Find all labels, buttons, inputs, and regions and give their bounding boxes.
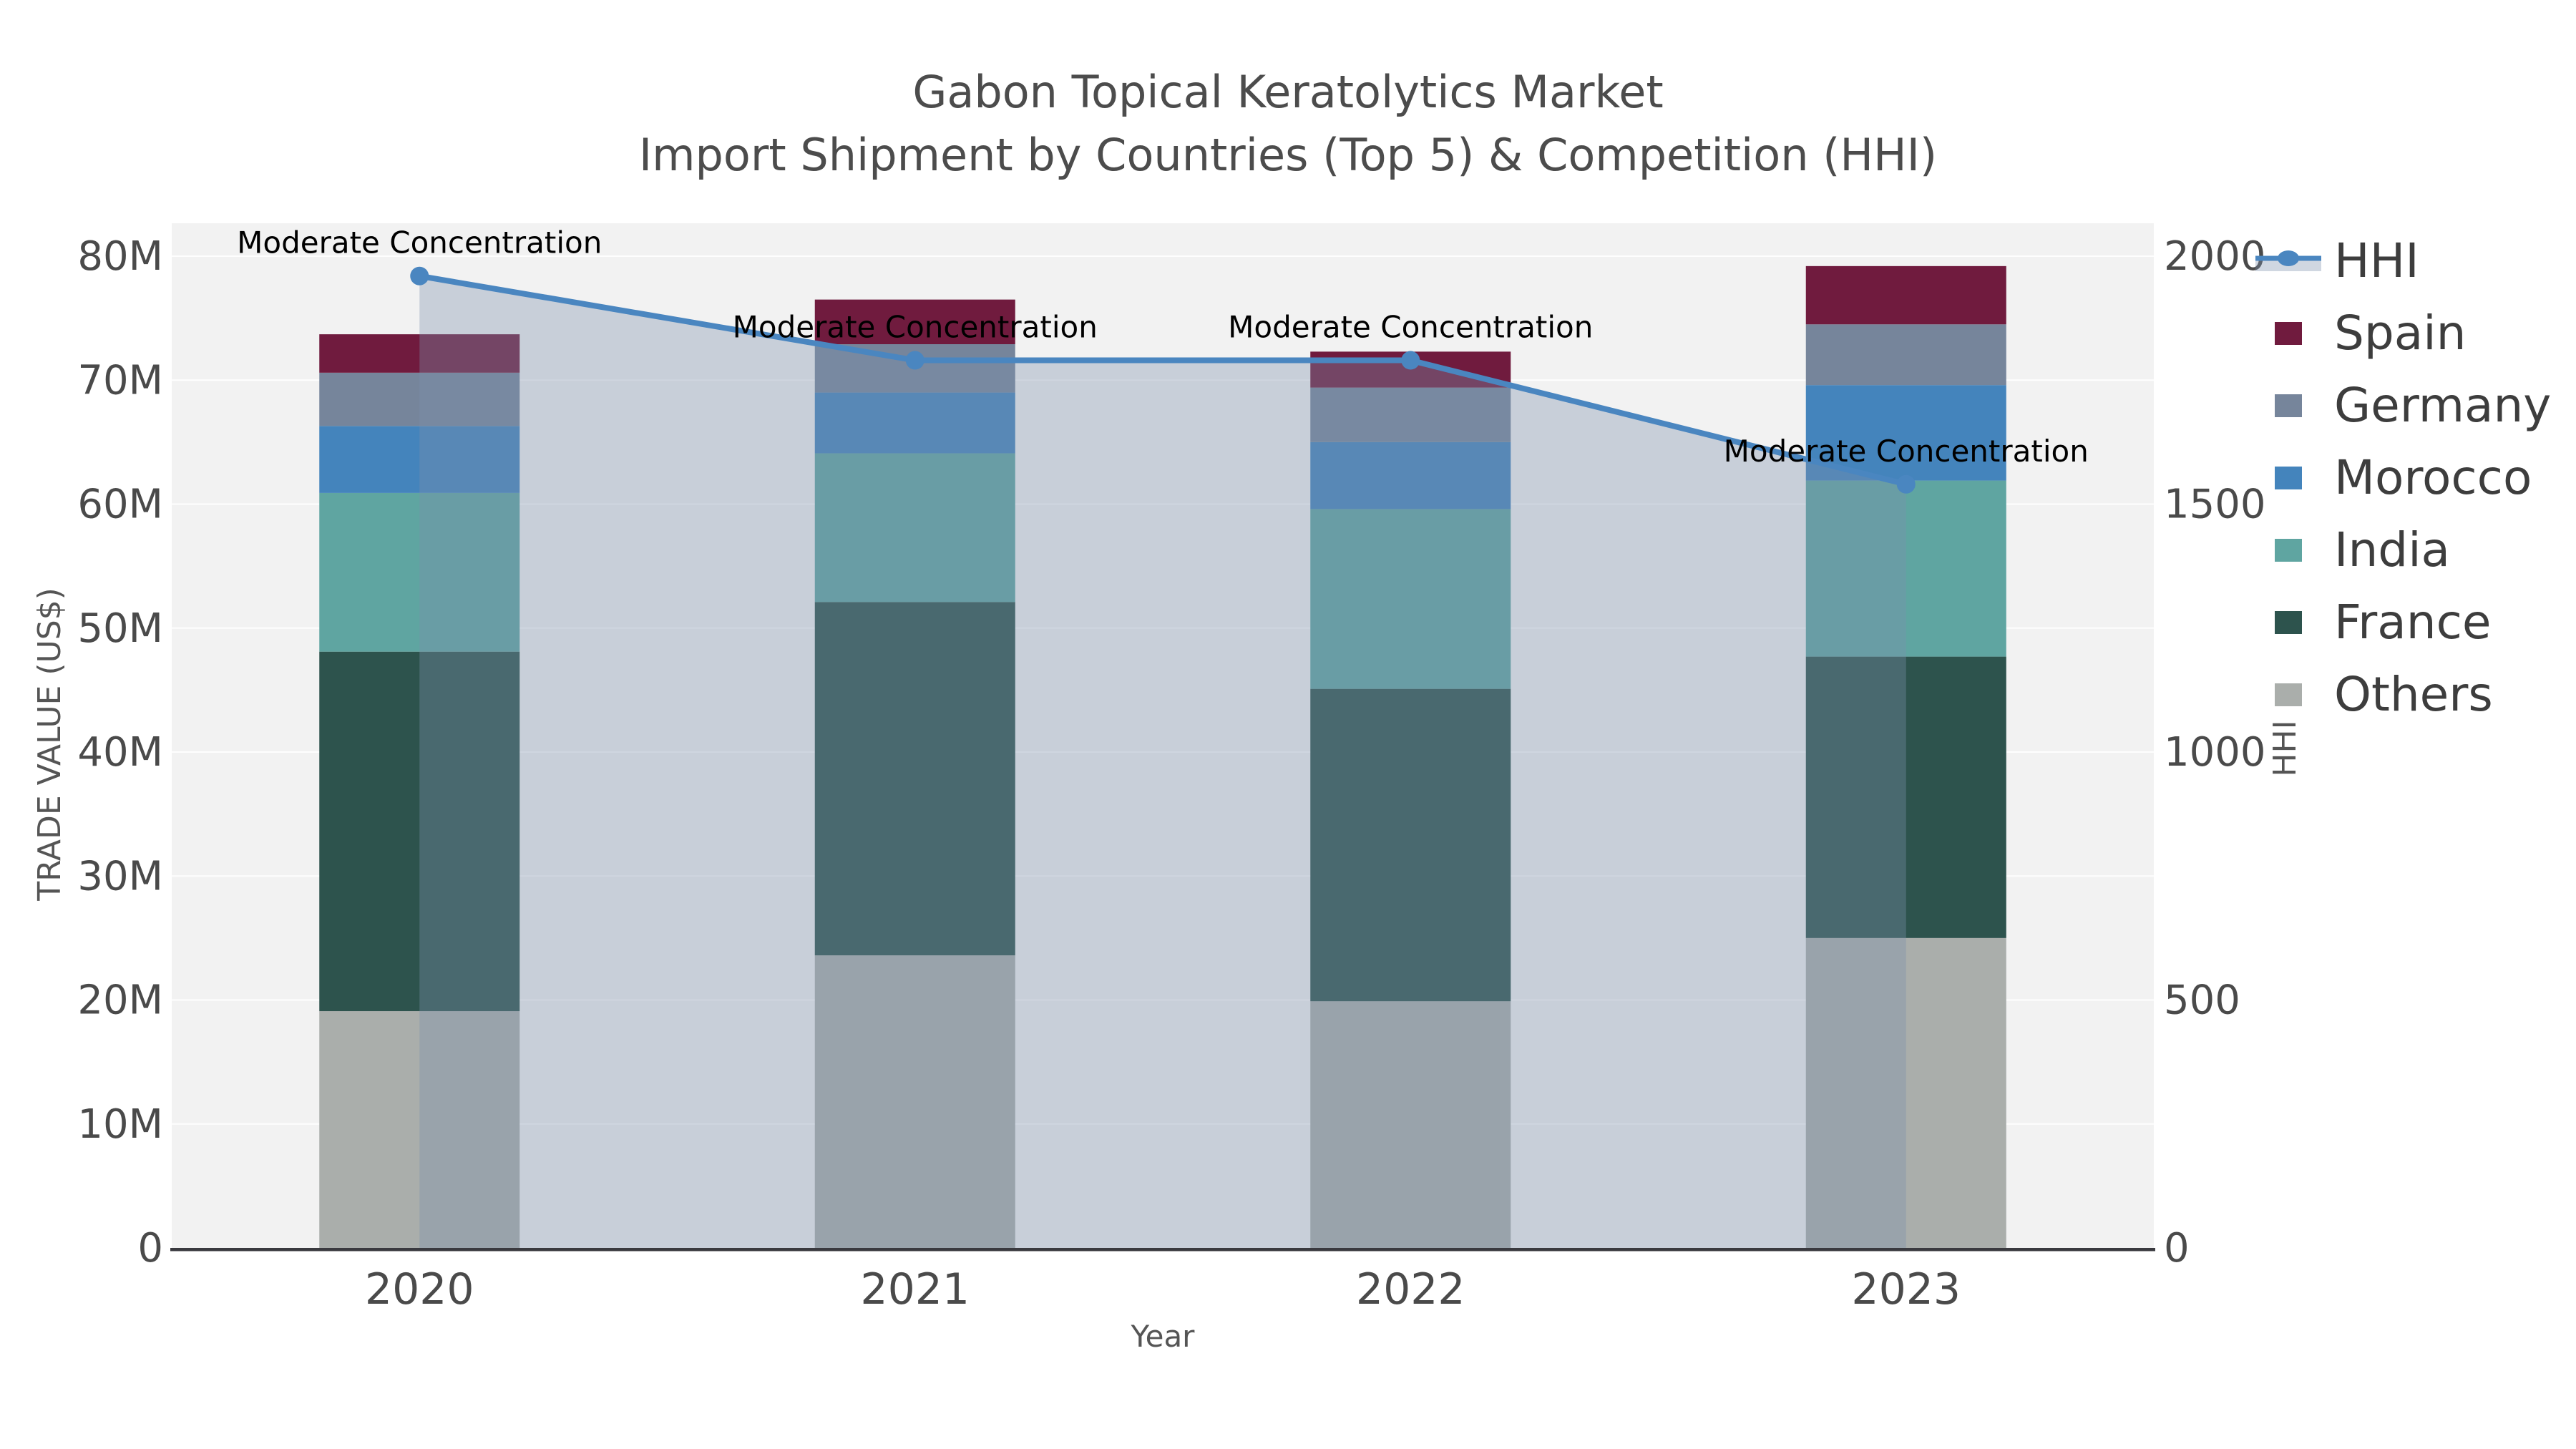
annotation-2020: Moderate Concentration [237,225,602,260]
bar-segment-others-2021[interactable] [814,955,1015,1248]
x-tick-2023: 2023 [1851,1264,1961,1314]
legend-item-france[interactable]: France [2254,586,2551,658]
legend: HHI Spain Germany Morocco India France Others [2254,225,2551,731]
annotation-2023: Moderate Concentration [1724,434,2089,469]
hhi-area-fill [419,275,1906,1249]
legend-item-india[interactable]: India [2254,514,2551,586]
bar-segment-france-2022[interactable] [1310,688,1511,1002]
legend-swatch-india [2275,538,2302,562]
hhi-marker-2021[interactable] [905,351,924,370]
bar-segment-morocco-2020[interactable] [319,426,520,493]
legend-label-spain: Spain [2334,306,2467,361]
legend-label-france: France [2334,595,2492,650]
hhi-marker-2020[interactable] [410,266,429,286]
legend-label-hhi: HHI [2334,233,2419,288]
legend-item-germany[interactable]: Germany [2254,369,2551,441]
chart-title-line2: Import Shipment by Countries (Top 5) & C… [638,129,1938,181]
x-tick-2020: 2020 [365,1264,474,1314]
legend-swatch-germany [2275,394,2302,417]
legend-swatch-morocco [2275,466,2302,489]
x-axis-line [170,1248,2155,1252]
legend-swatch-france [2275,610,2302,634]
bar-segment-india-2022[interactable] [1310,509,1511,689]
hhi-marker-2022[interactable] [1401,351,1420,370]
hhi-line [419,273,1907,487]
y-left-tick-80M: 80M [77,233,163,280]
bar-segment-spain-2020[interactable] [319,334,520,373]
y-left-tick-70M: 70M [77,357,163,404]
x-axis-title: Year [1131,1319,1196,1354]
legend-label-morocco: Morocco [2334,450,2532,505]
legend-swatch-spain [2275,321,2302,345]
legend-item-morocco[interactable]: Morocco [2254,441,2551,514]
bar-segment-india-2021[interactable] [814,453,1015,602]
legend-item-others[interactable]: Others [2254,658,2551,731]
bar-segment-germany-2020[interactable] [319,372,520,426]
y-axis-title-left: TRADE VALUE (US$) [31,587,68,902]
y-axis-title-right: HHI [2267,720,2303,776]
bar-segment-morocco-2022[interactable] [1310,441,1511,509]
y-right-tick-500: 500 [2164,977,2240,1024]
bar-segment-spain-2021[interactable] [814,299,1015,345]
annotation-2021: Moderate Concentration [733,310,1098,345]
x-tick-2021: 2021 [860,1264,970,1314]
y-left-tick-10M: 10M [77,1101,163,1148]
bar-segment-others-2023[interactable] [1805,937,2006,1248]
chart-title-line1: Gabon Topical Keratolytics Market [912,66,1664,118]
y-left-tick-60M: 60M [77,482,163,528]
y-right-tick-0: 0 [2164,1225,2190,1272]
y-right-tick-2000: 2000 [2164,233,2266,280]
bar-segment-morocco-2021[interactable] [814,392,1015,454]
y-left-tick-50M: 50M [77,605,163,652]
legend-swatch-others [2275,683,2302,706]
bar-segment-others-2020[interactable] [319,1011,520,1248]
y-left-tick-0: 0 [137,1225,163,1272]
y-left-tick-30M: 30M [77,853,163,899]
legend-label-germany: Germany [2334,378,2552,433]
y-right-tick-1500: 1500 [2164,482,2266,528]
bar-segment-spain-2023[interactable] [1805,265,2006,325]
bar-segment-india-2023[interactable] [1805,480,2006,657]
legend-label-others: Others [2334,667,2493,722]
bar-segment-india-2020[interactable] [319,492,520,652]
legend-swatch-hhi [2254,245,2323,277]
bar-segment-france-2023[interactable] [1805,656,2006,938]
annotation-2022: Moderate Concentration [1228,310,1593,345]
legend-label-india: India [2334,522,2450,577]
legend-item-hhi[interactable]: HHI [2254,225,2551,297]
bar-segment-germany-2022[interactable] [1310,387,1511,442]
hhi-line-swatch-icon [2255,250,2321,271]
bar-segment-others-2022[interactable] [1310,1001,1511,1248]
bar-segment-germany-2023[interactable] [1805,324,2006,386]
hhi-marker-2023[interactable] [1896,474,1916,494]
bar-segment-france-2020[interactable] [319,651,520,1012]
y-left-tick-40M: 40M [77,729,163,776]
y-left-tick-20M: 20M [77,977,163,1024]
legend-item-spain[interactable]: Spain [2254,297,2551,369]
x-tick-2022: 2022 [1356,1264,1465,1314]
bar-segment-france-2021[interactable] [814,602,1015,956]
y-right-tick-1000: 1000 [2164,729,2266,776]
